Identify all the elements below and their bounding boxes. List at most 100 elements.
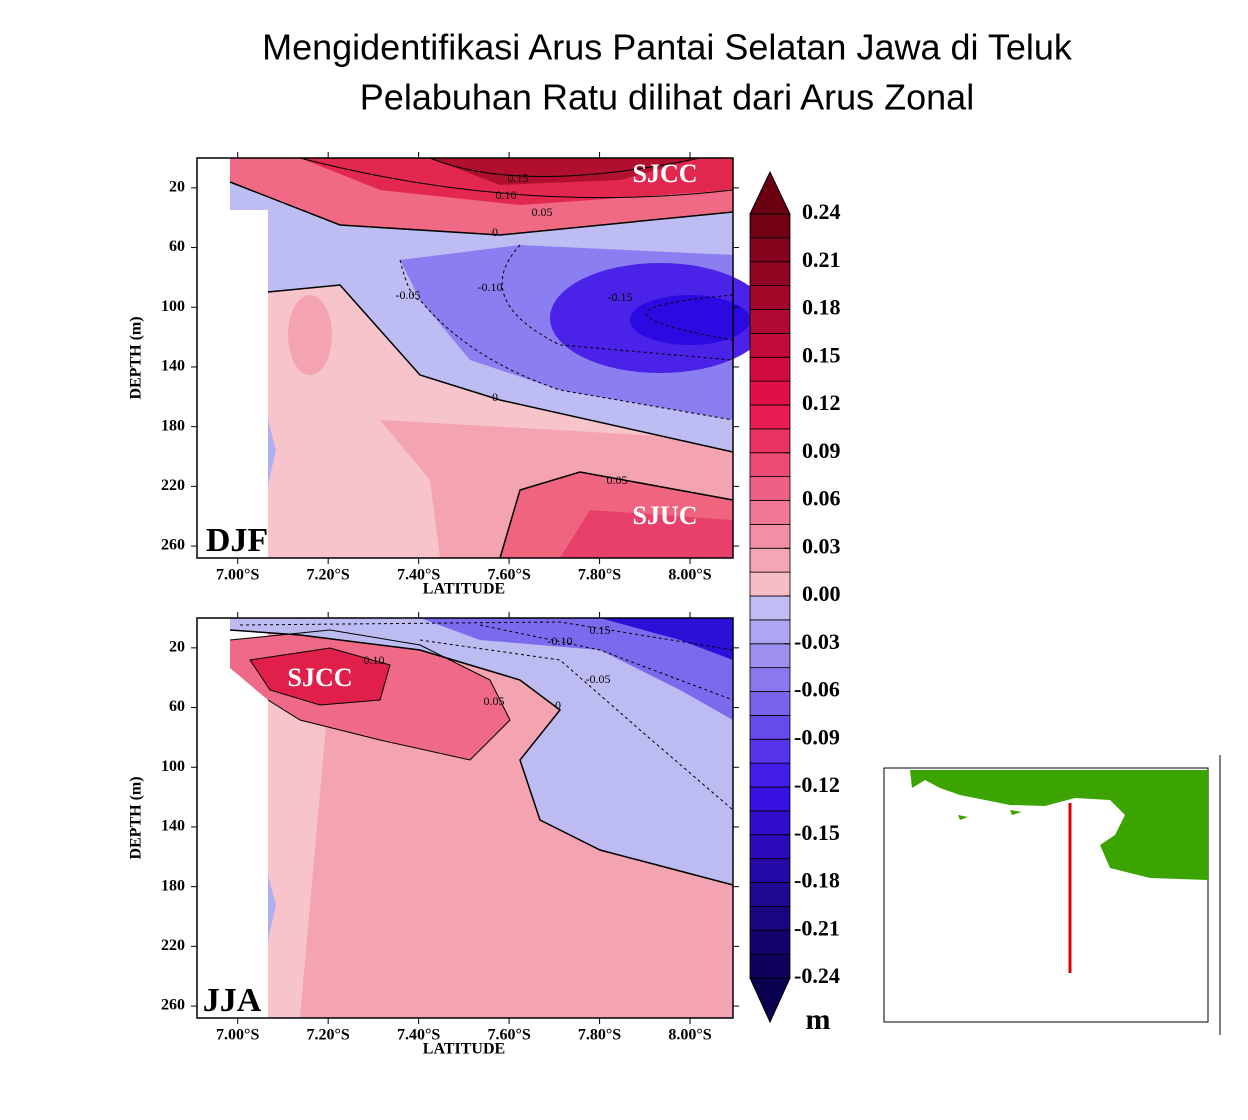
contour-field	[229, 157, 770, 559]
y-tick-label: 20	[169, 639, 185, 656]
contour-field	[229, 618, 734, 1018]
x-tick-label: 8.00°S	[668, 567, 711, 584]
colorbar-band	[749, 691, 791, 716]
colorbar-band	[749, 237, 791, 263]
current-label: SJCC	[632, 159, 697, 188]
colorbar-extend	[749, 170, 791, 215]
colorbar-tick-label: -0.15	[794, 820, 840, 845]
y-axis-label: DEPTH (m)	[128, 776, 145, 859]
colorbar-tick-label: 0.03	[802, 533, 841, 558]
contour-label: 0.05	[607, 473, 628, 487]
colorbar-tick-label: 0.24	[802, 199, 841, 224]
x-tick-label: 7.00°S	[216, 567, 259, 584]
location-map	[883, 755, 1221, 1035]
y-tick-label: 180	[161, 417, 185, 434]
plot-frame	[196, 157, 734, 559]
colorbar-band	[749, 738, 791, 764]
contour-label: -0.10	[548, 634, 573, 648]
x-tick-label: 7.20°S	[307, 567, 350, 584]
colorbar-tick-label: -0.21	[794, 915, 840, 940]
colorbar-tick-label: 0.00	[802, 581, 841, 606]
x-tick-label: 7.40°S	[397, 1027, 440, 1044]
colorbar-band	[749, 762, 791, 788]
colorbar-tick-label: 0.09	[802, 438, 841, 463]
y-tick-label: 220	[161, 937, 185, 954]
plot-frame	[196, 617, 734, 1019]
y-tick-label: 260	[161, 997, 185, 1014]
x-axis-label: LATITUDE	[423, 581, 505, 598]
colorbar-tick-label: -0.06	[794, 677, 840, 702]
colorbar-extend	[749, 977, 791, 1024]
panel-label: JJA	[203, 982, 262, 1019]
colorbar-tick-label: -0.18	[794, 868, 840, 893]
y-tick-label: 140	[161, 358, 185, 375]
x-tick-label: 7.60°S	[487, 567, 530, 584]
colorbar-band	[749, 500, 791, 525]
colorbar-band	[749, 834, 791, 860]
title-line: Mengidentifikasi Arus Pantai Selatan Jaw…	[262, 27, 1073, 68]
colorbar-tick-label: 0.12	[802, 390, 841, 415]
colorbar-band	[749, 810, 791, 836]
x-tick-label: 7.20°S	[307, 1027, 350, 1044]
colorbar-band	[749, 714, 791, 740]
contour-label: 0	[555, 698, 561, 712]
y-tick-label: 180	[161, 877, 185, 894]
contour-label: 0.10	[364, 653, 385, 667]
colorbar-band	[749, 929, 791, 955]
x-axis-label: LATITUDE	[423, 1041, 505, 1058]
contour-label: 0	[492, 225, 498, 239]
x-tick-label: 8.00°S	[668, 1027, 711, 1044]
y-tick-label: 260	[161, 537, 185, 554]
colorbar-band	[749, 858, 791, 883]
contour-label: -0.10	[478, 280, 503, 294]
colorbar-tick-label: 0.18	[802, 295, 841, 320]
colorbar-tick-label: -0.09	[794, 724, 840, 749]
contour-label: -0.05	[396, 288, 421, 302]
colorbar-band	[749, 595, 791, 621]
colorbar-band	[749, 905, 791, 931]
contour-label: 0.15	[508, 171, 529, 185]
colorbar-band	[749, 356, 791, 382]
colorbar-band	[749, 380, 791, 406]
contour-label: 0.05	[484, 694, 505, 708]
y-tick-label: 60	[169, 698, 185, 715]
contour-label: 0.15	[590, 623, 611, 637]
colorbar-band	[749, 547, 791, 573]
colorbar-tick-label: -0.03	[794, 629, 840, 654]
contour-label: -0.15	[608, 290, 633, 304]
x-tick-label: 7.80°S	[578, 1027, 621, 1044]
colorbar-band	[749, 786, 791, 812]
colorbar-band	[749, 882, 791, 907]
contour-label: 0.10	[496, 188, 517, 202]
x-tick-label: 7.40°S	[397, 567, 440, 584]
x-tick-label: 7.60°S	[487, 1027, 530, 1044]
colorbar-tick-label: 0.15	[802, 342, 841, 367]
colorbar-tick-label: -0.24	[794, 963, 840, 988]
y-axis-label: DEPTH (m)	[128, 316, 145, 399]
colorbar-band	[749, 332, 791, 358]
colorbar-band	[749, 571, 791, 597]
colorbar-band	[749, 404, 791, 430]
colorbar-unit: m	[806, 1003, 831, 1036]
colorbar-tick-label: 0.06	[802, 486, 841, 511]
y-tick-label: 100	[161, 298, 185, 315]
y-tick-label: 60	[169, 238, 185, 255]
y-tick-label: 20	[169, 179, 185, 196]
current-label: SJCC	[287, 663, 352, 692]
x-tick-label: 7.80°S	[578, 567, 621, 584]
colorbar-band	[749, 667, 791, 692]
contour-label: 0.05	[532, 205, 553, 219]
current-label: SJUC	[632, 501, 697, 530]
contour-label: 0	[492, 390, 498, 404]
title-line: Pelabuhan Ratu dilihat dari Arus Zonal	[360, 77, 974, 118]
colorbar-band	[749, 261, 791, 287]
contour-label: -0.05	[586, 672, 611, 686]
colorbar-band	[749, 523, 791, 549]
colorbar-tick-label: 0.21	[802, 247, 841, 272]
colorbar-band	[749, 643, 791, 669]
colorbar-band	[749, 213, 791, 239]
colorbar-band	[749, 428, 791, 454]
colorbar-band	[749, 953, 791, 979]
panel-label: DJF	[206, 522, 268, 559]
